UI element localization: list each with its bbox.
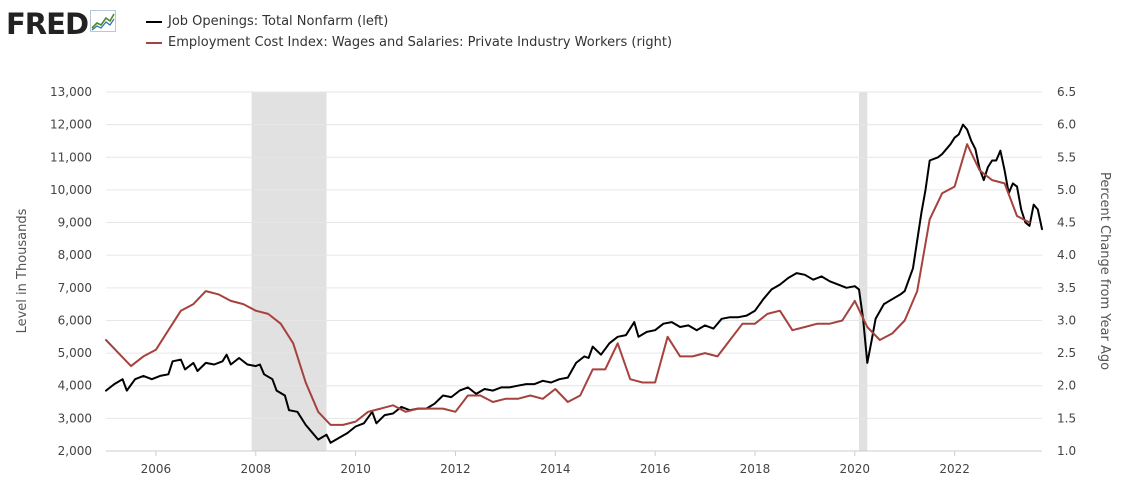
right-tick-label: 1.5 <box>1057 411 1076 425</box>
recession-shading <box>251 92 868 451</box>
right-tick-label: 2.0 <box>1057 379 1076 393</box>
right-tick-label: 1.0 <box>1057 444 1076 458</box>
left-tick-label: 12,000 <box>50 118 92 132</box>
left-tick-label: 9,000 <box>58 216 92 230</box>
left-tick-label: 6,000 <box>58 313 92 327</box>
x-tick-label: 2020 <box>840 462 871 476</box>
legend-swatch-job-openings <box>146 20 162 23</box>
left-tick-label: 4,000 <box>58 379 92 393</box>
x-tick-label: 2006 <box>141 462 172 476</box>
legend-item-eci-wages[interactable]: Employment Cost Index: Wages and Salarie… <box>146 32 672 53</box>
series-line-eci-wages[interactable] <box>105 143 1031 426</box>
series-line-job-openings[interactable] <box>105 123 1043 444</box>
left-tick-label: 13,000 <box>50 85 92 99</box>
right-axis-title: Percent Change from Year Ago <box>1097 172 1112 370</box>
chart-header: FRED Job Openings: Total Nonfarm (left) … <box>0 0 1135 60</box>
left-axis-ticks: 2,000 3,000 4,000 5,000 6,000 7,000 8,000 9,000… <box>50 85 92 458</box>
right-tick-label: 3.0 <box>1057 313 1076 327</box>
right-tick-label: 2.5 <box>1057 346 1076 360</box>
right-tick-label: 6.5 <box>1057 85 1076 99</box>
left-tick-label: 3,000 <box>58 411 92 425</box>
legend-swatch-eci-wages <box>146 41 162 44</box>
fred-logo-text: FRED <box>6 7 89 41</box>
left-tick-label: 5,000 <box>58 346 92 360</box>
right-axis-ticks: 1.0 1.5 2.0 2.5 3.0 3.5 4.0 4.5 5.0 5.5 6.0 6.5 <box>1057 85 1076 458</box>
left-tick-label: 11,000 <box>50 150 92 164</box>
left-tick-label: 2,000 <box>58 444 92 458</box>
x-tick-label: 2012 <box>440 462 471 476</box>
left-tick-label: 7,000 <box>58 281 92 295</box>
legend-item-job-openings[interactable]: Job Openings: Total Nonfarm (left) <box>146 11 672 32</box>
fred-logo[interactable]: FRED <box>6 7 117 41</box>
right-tick-label: 4.0 <box>1057 248 1076 262</box>
right-tick-label: 5.0 <box>1057 183 1076 197</box>
grid-lines <box>106 91 1042 419</box>
x-tick-label: 2014 <box>540 462 571 476</box>
left-axis-title: Level in Thousands <box>15 208 30 333</box>
x-tick-label: 2010 <box>340 462 371 476</box>
left-tick-label: 10,000 <box>50 183 92 197</box>
recession-band-0 <box>251 92 327 451</box>
right-tick-label: 3.5 <box>1057 281 1076 295</box>
legend-label-eci-wages: Employment Cost Index: Wages and Salarie… <box>168 35 673 50</box>
series-lines <box>105 123 1043 444</box>
left-tick-label: 8,000 <box>58 248 92 262</box>
x-tick-label: 2008 <box>240 462 271 476</box>
recession-band-1 <box>858 92 868 451</box>
right-tick-label: 5.5 <box>1057 150 1076 164</box>
x-axis-ticks: 2006 2008 2010 2012 2014 2016 2018 2020 2022 <box>141 451 970 476</box>
right-tick-label: 4.5 <box>1057 216 1076 230</box>
legend-label-job-openings: Job Openings: Total Nonfarm (left) <box>168 14 389 29</box>
fred-chart-icon <box>90 10 117 32</box>
x-tick-label: 2016 <box>640 462 671 476</box>
right-tick-label: 6.0 <box>1057 118 1076 132</box>
x-tick-label: 2018 <box>740 462 771 476</box>
chart-legend: Job Openings: Total Nonfarm (left) Emplo… <box>146 11 672 53</box>
x-tick-label: 2022 <box>939 462 970 476</box>
